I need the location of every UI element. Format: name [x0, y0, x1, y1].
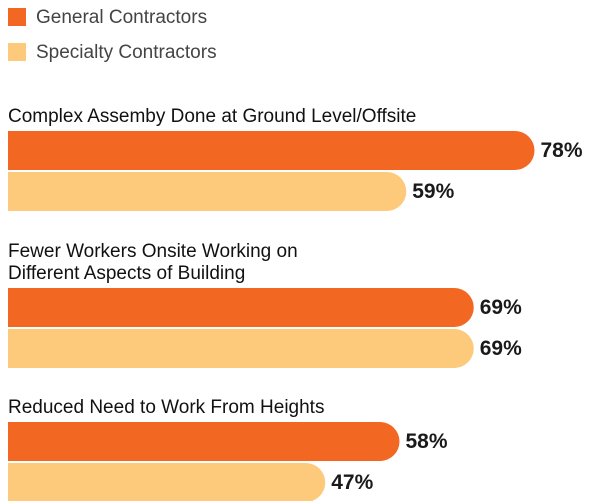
value-label: 69%	[480, 337, 522, 360]
category-label: Complex Assemby Done at Ground Level/Off…	[8, 106, 416, 127]
category-label: Fewer Workers Onsite Working on	[8, 241, 298, 262]
legend-label: Specialty Contractors	[36, 42, 217, 63]
value-label: 69%	[480, 296, 522, 319]
bar	[8, 463, 326, 501]
bar	[8, 172, 407, 211]
bar	[8, 131, 535, 170]
value-label: 59%	[412, 180, 454, 203]
value-label: 78%	[541, 139, 583, 162]
legend-label: General Contractors	[36, 7, 207, 28]
legend-swatch	[8, 8, 26, 26]
bar	[8, 288, 474, 327]
category-label: Different Aspects of Building	[8, 263, 245, 284]
bar	[8, 329, 474, 368]
category-label: Reduced Need to Work From Heights	[8, 397, 324, 418]
value-label: 47%	[331, 471, 373, 494]
bar	[8, 422, 400, 461]
legend-swatch	[8, 43, 26, 61]
value-label: 58%	[406, 430, 448, 453]
